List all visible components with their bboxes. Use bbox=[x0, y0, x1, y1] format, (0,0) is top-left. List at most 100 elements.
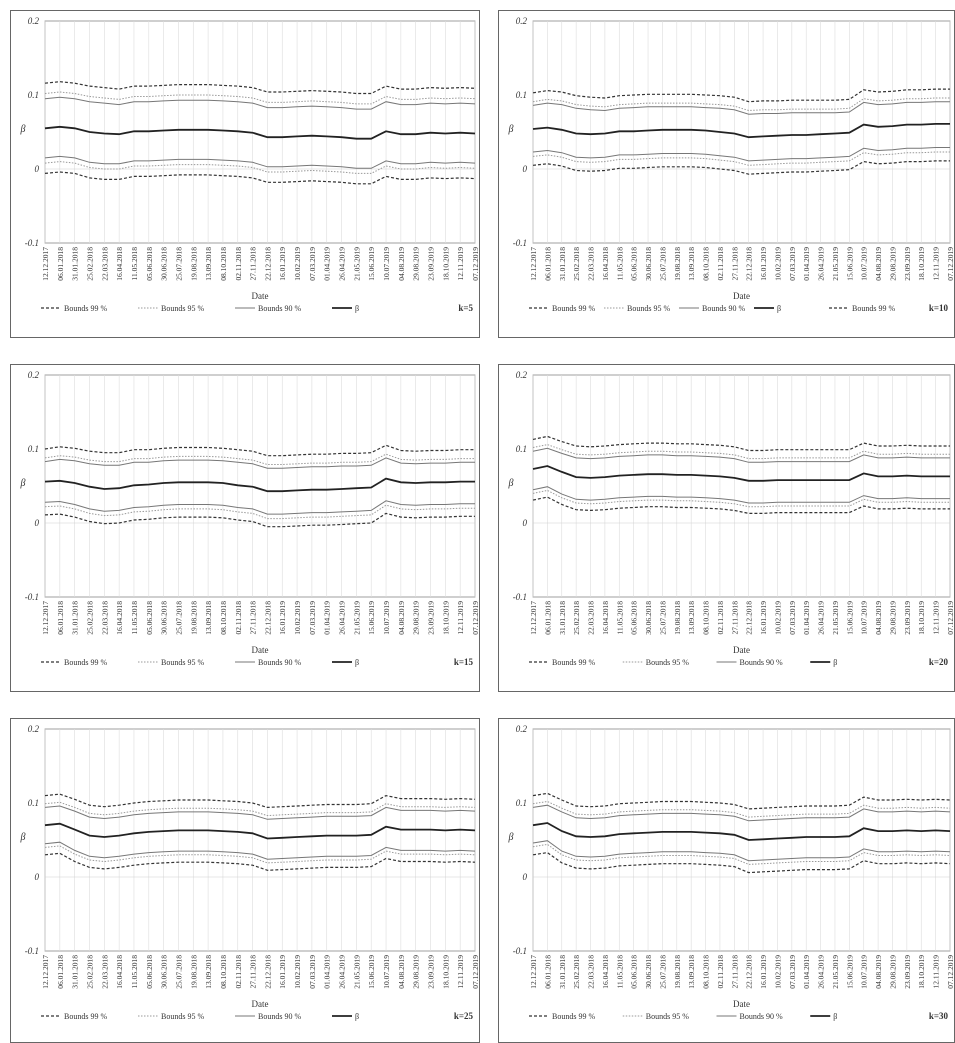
legend-label: β bbox=[355, 304, 359, 313]
legend-label: β bbox=[777, 304, 781, 313]
x-tick-label: 10.07.2019 bbox=[860, 601, 869, 635]
x-tick-label: 27.11.2018 bbox=[249, 601, 258, 635]
x-tick-label: 19.08.2018 bbox=[673, 601, 682, 635]
series-line-1 bbox=[44, 453, 475, 465]
x-tick-label: 25.07.2018 bbox=[658, 601, 667, 635]
x-tick-label: 25.07.2018 bbox=[174, 247, 183, 281]
x-tick-label: 12.11.2019 bbox=[456, 601, 465, 635]
x-tick-label: 06.01.2018 bbox=[543, 955, 552, 989]
x-tick-label: 12.11.2019 bbox=[932, 601, 941, 635]
x-tick-label: 02.11.2018 bbox=[716, 247, 725, 281]
y-tick-label: 0.1 bbox=[516, 798, 527, 808]
x-tick-label: 26.04.2019 bbox=[338, 247, 347, 281]
y-tick-label: -0.1 bbox=[513, 592, 527, 602]
x-tick-label: 21.05.2019 bbox=[831, 955, 840, 989]
x-tick-label: 10.07.2019 bbox=[860, 955, 869, 989]
series-line-2 bbox=[532, 101, 950, 115]
x-tick-label: 07.12.2019 bbox=[471, 601, 479, 635]
x-tick-label: 25.02.2018 bbox=[85, 955, 94, 989]
y-tick-label: 0 bbox=[523, 872, 528, 882]
series-line-4 bbox=[44, 155, 476, 169]
x-tick-label: 22.03.2018 bbox=[587, 247, 596, 281]
x-tick-label: 30.06.2018 bbox=[160, 247, 169, 281]
panel-k-label: k=15 bbox=[454, 657, 474, 667]
x-tick-label: 13.09.2018 bbox=[204, 601, 213, 635]
chart-panel-k20: 0.2 0.1 0 -0.1 β 12.12.2017 06.01.2018 31.01.20… bbox=[498, 364, 955, 692]
x-tick-label: 12.11.2019 bbox=[456, 247, 465, 281]
x-axis-label: Date bbox=[252, 291, 269, 301]
series-line-0 bbox=[44, 793, 476, 809]
x-tick-label: 15.06.2019 bbox=[845, 955, 854, 989]
x-tick-label: 21.05.2019 bbox=[831, 247, 840, 281]
chart-svg: 0.2 0.1 0 -0.1 β 12.12.2017 06.01.2018 31.01.20… bbox=[508, 16, 954, 313]
x-tick-label: 19.08.2018 bbox=[189, 247, 198, 281]
y-tick-label: 0.2 bbox=[28, 16, 40, 26]
series-line-6 bbox=[44, 171, 476, 185]
x-tick-label: 07.12.2019 bbox=[471, 247, 479, 281]
x-tick-label: 10.02.2019 bbox=[293, 955, 302, 989]
x-tick-label: 12.12.2017 bbox=[41, 247, 50, 281]
x-tick-label: 11.05.2018 bbox=[615, 601, 624, 635]
legend-label: β bbox=[833, 1012, 837, 1021]
chart-svg: 0.2 0.1 0 -0.1 β 12.12.2017 06.01.2018 31.01.20… bbox=[20, 16, 479, 313]
x-tick-label: 07.12.2019 bbox=[946, 247, 954, 281]
chart-panel-k15: 0.2 0.1 0 -0.1 β 12.12.2017 06.01.2018 31.01.20… bbox=[10, 364, 480, 692]
legend-label: Bounds 95 % bbox=[627, 304, 670, 313]
x-tick-label: 19.08.2018 bbox=[673, 955, 682, 989]
x-tick-label: 02.11.2018 bbox=[234, 247, 243, 281]
x-tick-label: 13.09.2018 bbox=[204, 955, 213, 989]
x-tick-label: 05.06.2018 bbox=[630, 601, 639, 635]
x-tick-label: 23.09.2019 bbox=[427, 247, 436, 281]
x-tick-label: 11.05.2018 bbox=[615, 247, 624, 281]
x-tick-label: 21.05.2019 bbox=[831, 601, 840, 635]
x-tick-label: 31.01.2018 bbox=[71, 955, 80, 989]
series-line-4 bbox=[532, 486, 950, 504]
legend-label: Bounds 95 % bbox=[646, 1012, 689, 1021]
series-line-3 bbox=[44, 477, 475, 493]
series-line-3 bbox=[44, 125, 476, 140]
series-line-6 bbox=[532, 160, 950, 175]
x-tick-label: 07.12.2019 bbox=[946, 955, 954, 989]
x-tick-label: 08.10.2018 bbox=[219, 247, 228, 281]
chart-panel-k10: 0.2 0.1 0 -0.1 β 12.12.2017 06.01.2018 31.01.20… bbox=[498, 10, 955, 338]
x-tick-label: 04.08.2019 bbox=[397, 601, 406, 635]
legend-label: Bounds 95 % bbox=[161, 658, 204, 667]
x-tick-label: 04.08.2019 bbox=[397, 247, 406, 281]
x-tick-label: 29.08.2019 bbox=[412, 601, 421, 635]
plot-frame bbox=[532, 374, 951, 598]
y-axis-label: β bbox=[508, 478, 514, 489]
x-tick-label: 30.06.2018 bbox=[644, 247, 653, 281]
x-tick-label: 12.11.2019 bbox=[932, 247, 941, 281]
x-tick-label: 21.05.2019 bbox=[352, 955, 361, 989]
x-tick-label: 05.06.2018 bbox=[630, 955, 639, 989]
x-tick-label: 30.06.2018 bbox=[644, 955, 653, 989]
legend-label: Bounds 90 % bbox=[258, 658, 301, 667]
x-axis-label: Date bbox=[252, 999, 269, 1009]
x-tick-label: 06.01.2018 bbox=[543, 601, 552, 635]
x-tick-label: 31.01.2018 bbox=[558, 601, 567, 635]
x-tick-label: 04.08.2019 bbox=[874, 601, 883, 635]
x-tick-label: 23.09.2019 bbox=[427, 955, 436, 989]
plot-frame bbox=[44, 374, 476, 598]
x-tick-label: 12.12.2017 bbox=[41, 601, 50, 635]
x-tick-label: 10.02.2019 bbox=[773, 955, 782, 989]
series-line-0 bbox=[532, 435, 950, 452]
series-line-6 bbox=[44, 852, 476, 871]
chart-panel-k30: 0.2 0.1 0 -0.1 β 12.12.2017 06.01.2018 31.01.20… bbox=[498, 718, 955, 1043]
legend-label: β bbox=[833, 658, 837, 667]
x-tick-label: 01.04.2019 bbox=[323, 601, 332, 635]
x-tick-label: 10.02.2019 bbox=[293, 601, 302, 635]
y-tick-label: 0 bbox=[35, 518, 40, 528]
x-tick-label: 07.12.2019 bbox=[946, 601, 954, 635]
x-tick-label: 02.11.2018 bbox=[716, 955, 725, 989]
y-tick-label: 0.1 bbox=[28, 798, 39, 808]
chart-svg: 0.2 0.1 0 -0.1 β 12.12.2017 06.01.2018 31.01.20… bbox=[508, 724, 954, 1021]
chart-panel-k5: 0.2 0.1 0 -0.1 β 12.12.2017 06.01.2018 31.01.20… bbox=[10, 10, 480, 338]
y-tick-label: -0.1 bbox=[513, 238, 527, 248]
series-line-3 bbox=[532, 465, 950, 482]
x-tick-label: 01.04.2019 bbox=[802, 955, 811, 989]
x-tick-label: 08.10.2018 bbox=[219, 601, 228, 635]
plot-frame bbox=[532, 728, 951, 952]
x-tick-label: 26.04.2019 bbox=[817, 955, 826, 989]
legend-label: Bounds 99 % bbox=[552, 1012, 595, 1021]
